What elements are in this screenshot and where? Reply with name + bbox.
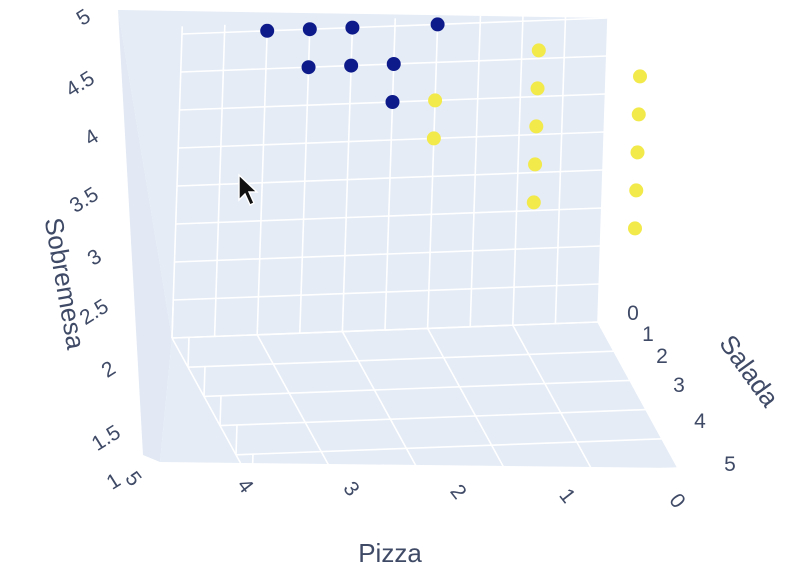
floor-gridline xyxy=(219,408,647,427)
back-wall xyxy=(118,10,608,338)
floor-gridline xyxy=(171,321,599,339)
floor-gridline xyxy=(251,467,679,485)
data-point xyxy=(345,20,360,35)
data-point xyxy=(428,93,443,108)
back-wall-gridline xyxy=(512,13,524,326)
z-tick-label: 4 xyxy=(81,125,103,151)
back-wall-gridline xyxy=(178,131,605,149)
data-point xyxy=(529,119,544,134)
side-wall-gridline xyxy=(187,336,190,368)
back-wall-gridline xyxy=(469,15,482,327)
floor-gridline xyxy=(426,328,509,475)
data-point xyxy=(631,107,646,122)
z-tick-label: 5 xyxy=(73,5,95,31)
data-point xyxy=(344,58,359,73)
z-tick-label: 3.5 xyxy=(66,183,103,218)
floor-pane xyxy=(160,322,678,468)
back-wall-gridline xyxy=(426,16,439,329)
floor-gridline xyxy=(512,324,594,472)
data-point xyxy=(301,60,316,75)
x-tick-label: 4 xyxy=(232,474,258,498)
y-tick-label: 1 xyxy=(642,323,654,346)
floor-gridline xyxy=(235,438,663,456)
data-point xyxy=(629,183,644,198)
y-tick-label: 5 xyxy=(724,453,736,476)
data-point xyxy=(531,43,546,58)
data-point xyxy=(630,145,645,160)
data-point xyxy=(385,95,400,109)
x-tick-label: 0 xyxy=(664,489,689,512)
left-wall xyxy=(118,10,172,462)
back-wall-gridline xyxy=(213,24,226,337)
x-tick-label: 5 xyxy=(120,467,145,490)
side-wall-gridline xyxy=(203,365,206,397)
x-tick-label: 2 xyxy=(445,480,470,503)
back-wall-gridline xyxy=(174,245,601,263)
floor-gridline xyxy=(256,334,338,482)
x-tick-label: 1 xyxy=(554,484,579,507)
y-tick-label: 0 xyxy=(627,302,639,325)
back-wall-gridline xyxy=(597,10,610,323)
data-point xyxy=(530,81,545,96)
y-tick-label: 3 xyxy=(673,374,685,397)
z-tick-label: 3 xyxy=(84,245,106,271)
data-point xyxy=(628,221,642,236)
back-wall-gridline xyxy=(171,26,184,339)
back-wall-gridline xyxy=(256,23,269,335)
data-point xyxy=(260,23,275,38)
back-wall-gridline xyxy=(554,11,567,324)
data-point xyxy=(528,157,543,172)
side-wall-gridline xyxy=(235,424,238,455)
z-tick-label: 1.5 xyxy=(88,421,125,456)
data-point xyxy=(633,69,647,84)
data-point xyxy=(430,17,445,32)
back-wall-gridline xyxy=(175,207,602,225)
data-point xyxy=(526,195,541,210)
side-wall-gridline xyxy=(251,453,254,485)
z-axis-title: Sobremesa xyxy=(39,215,92,352)
back-wall-gridline xyxy=(173,283,600,301)
z-tick-label: 2 xyxy=(98,357,120,383)
data-point xyxy=(426,131,441,146)
floor-gridline xyxy=(203,379,631,398)
data-point xyxy=(386,57,401,71)
x-axis-title: Pizza xyxy=(358,538,422,568)
y-tick-label: 4 xyxy=(694,410,706,433)
floor-gridline xyxy=(341,331,424,478)
floor-gridline xyxy=(597,321,679,469)
data-points xyxy=(260,17,647,236)
floor-gridline xyxy=(171,337,253,485)
y-axis-title: Salada xyxy=(713,329,785,413)
side-wall-gridline xyxy=(219,395,222,426)
data-point xyxy=(302,22,317,37)
side-wall-gridline xyxy=(171,307,174,339)
mouse-cursor-icon xyxy=(238,173,259,206)
floor-gridline xyxy=(187,350,615,368)
z-tick-label: 4.5 xyxy=(62,67,99,102)
back-wall-gridline xyxy=(181,17,609,35)
y-tick-label: 2 xyxy=(656,345,668,368)
